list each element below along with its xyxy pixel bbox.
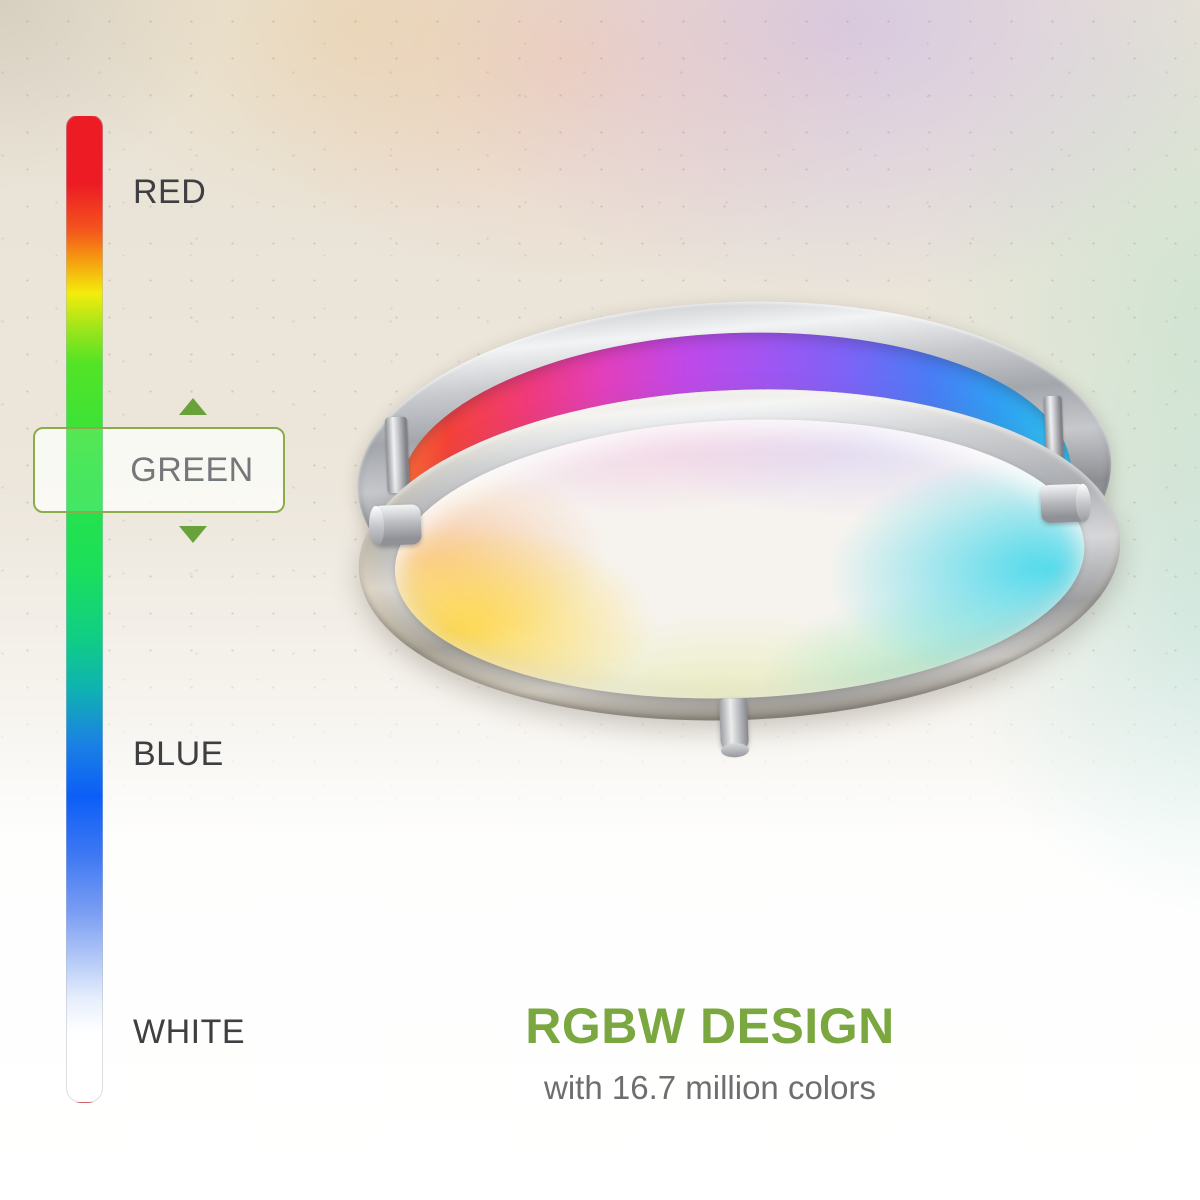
label-red: RED bbox=[133, 173, 207, 211]
mount-rod-left bbox=[384, 416, 410, 494]
label-green: GREEN bbox=[130, 450, 254, 489]
caption-subtitle: with 16.7 million colors bbox=[544, 1069, 876, 1106]
finial-right bbox=[1040, 483, 1088, 524]
finial-left bbox=[372, 504, 422, 546]
caption: RGBW DESIGN with 16.7 million colors bbox=[525, 997, 894, 1107]
color-scale-bar bbox=[66, 115, 103, 1103]
down-arrow-icon bbox=[179, 526, 207, 543]
finial-bottom bbox=[719, 697, 750, 753]
label-blue: BLUE bbox=[133, 735, 224, 773]
label-white: WHITE bbox=[133, 1013, 246, 1051]
caption-title: RGBW DESIGN bbox=[525, 998, 895, 1054]
up-arrow-icon bbox=[179, 398, 207, 415]
green-selector-box: GREEN bbox=[33, 427, 285, 513]
